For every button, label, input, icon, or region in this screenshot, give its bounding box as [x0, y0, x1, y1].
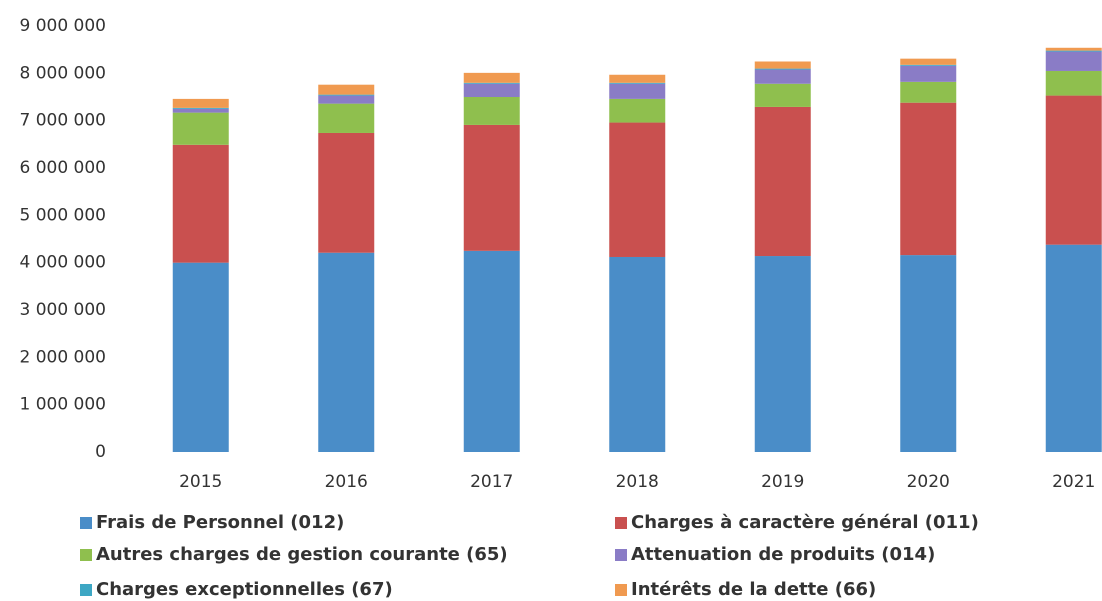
y-tick-label: 5 000 000 — [19, 205, 106, 225]
y-tick-label: 7 000 000 — [19, 111, 106, 131]
bar-segment — [172, 262, 229, 452]
bar-segment — [754, 61, 811, 69]
bar-segment — [318, 252, 375, 452]
bar-segment — [900, 64, 957, 66]
bar-segment — [172, 144, 229, 263]
bar-segment — [463, 97, 520, 125]
bar-segment — [900, 65, 957, 82]
bar-segment — [609, 122, 666, 257]
bar-segment — [463, 83, 520, 97]
x-tick-label: 2020 — [907, 472, 950, 492]
bar-segment — [900, 102, 957, 256]
bar-segment — [172, 108, 229, 113]
bar-segment — [754, 106, 811, 257]
legend-label: Charges exceptionnelles (67) — [96, 579, 393, 600]
bar-segment — [900, 255, 957, 452]
x-tick-label: 2019 — [761, 472, 804, 492]
bar-segment — [609, 98, 666, 123]
y-tick-label: 6 000 000 — [19, 158, 106, 178]
x-tick-label: 2015 — [179, 472, 222, 492]
bar-segment — [463, 72, 520, 83]
bar-segment — [318, 94, 375, 96]
bar-segment — [609, 82, 666, 84]
bar-segment — [172, 107, 229, 109]
y-tick-label: 1 000 000 — [19, 395, 106, 415]
legend-swatch — [80, 549, 92, 561]
bar-segment — [609, 256, 666, 452]
y-tick-label: 2 000 000 — [19, 347, 106, 367]
bar-segment — [609, 83, 666, 99]
x-tick-label: 2016 — [325, 472, 368, 492]
legend-label: Frais de Personnel (012) — [96, 512, 344, 533]
bar-segment — [900, 81, 957, 103]
bar-segment — [463, 124, 520, 251]
legend-swatch — [615, 517, 627, 529]
bar-segment — [172, 112, 229, 145]
x-tick-label: 2018 — [616, 472, 659, 492]
y-tick-label: 8 000 000 — [19, 63, 106, 83]
bar-segment — [172, 98, 229, 108]
bar-segment — [463, 250, 520, 452]
bar-segment — [318, 84, 375, 95]
legend-swatch — [615, 584, 627, 596]
bar-segment — [754, 69, 811, 84]
bar-segment — [463, 82, 520, 84]
y-tick-label: 9 000 000 — [19, 16, 106, 36]
bar-segment — [318, 103, 375, 133]
bar-segment — [1045, 51, 1102, 71]
bar-segment — [318, 95, 375, 104]
y-tick-label: 4 000 000 — [19, 253, 106, 273]
legend-swatch — [615, 549, 627, 561]
legend-label: Intérêts de la dette (66) — [631, 579, 876, 600]
bar-segment — [754, 83, 811, 107]
legend-label: Autres charges de gestion courante (65) — [96, 544, 508, 565]
bar-segment — [1045, 70, 1102, 96]
bar-segment — [1045, 47, 1102, 51]
bar-segment — [754, 256, 811, 452]
bar-segment — [609, 74, 666, 83]
bar-segment — [1045, 244, 1102, 452]
bar-segment — [318, 132, 375, 253]
bar-segment — [1045, 50, 1102, 52]
y-tick-label: 3 000 000 — [19, 300, 106, 320]
legend-swatch — [80, 584, 92, 596]
x-tick-label: 2017 — [470, 472, 513, 492]
x-tick-label: 2021 — [1052, 472, 1095, 492]
bar-segment — [754, 68, 811, 70]
legend-label: Attenuation de produits (014) — [631, 544, 935, 565]
y-tick-label: 0 — [95, 442, 106, 462]
legend-label: Charges à caractère général (011) — [631, 512, 979, 533]
legend-swatch — [80, 517, 92, 529]
bar-segment — [1045, 95, 1102, 245]
bar-segment — [900, 58, 957, 65]
